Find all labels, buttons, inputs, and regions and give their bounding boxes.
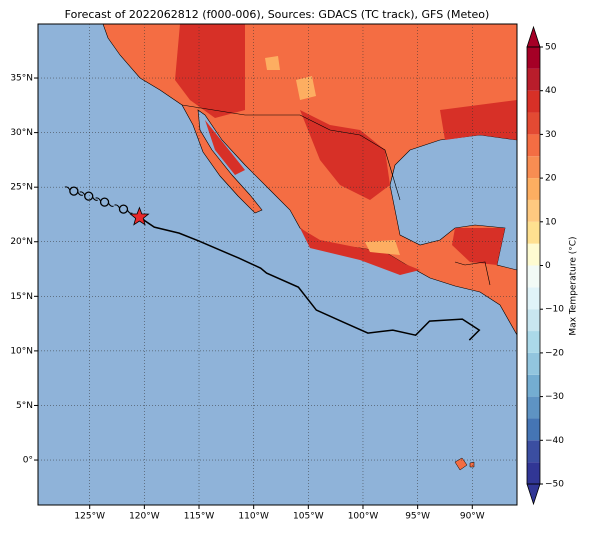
y-tick-label: 25°N: [10, 183, 33, 193]
colorbar-segment: [527, 112, 540, 135]
past-position: [95, 197, 114, 207]
colorbar-segment: [527, 462, 540, 484]
map-frame: [37, 23, 518, 506]
position-circle: [84, 191, 94, 201]
hot-region: [175, 24, 245, 118]
x-tick-label: 95°W: [405, 512, 430, 522]
border: [181, 104, 401, 201]
colorbar-segment: [527, 178, 540, 200]
colorbar-segment: [527, 331, 540, 353]
warm-region: [296, 76, 316, 100]
colorbar-segment: [527, 134, 540, 157]
colorbar-extension: [526, 483, 541, 506]
colorbar-segment: [527, 265, 540, 288]
current-position: [129, 206, 150, 226]
colorbar-segment: [527, 68, 540, 91]
colorbar-tick-label: −50: [545, 480, 564, 490]
colorbar-tick-label: 40: [545, 86, 557, 96]
colorbar-segment: [527, 440, 540, 463]
colorbar-segment: [527, 309, 540, 332]
y-tick-label: 20°N: [10, 237, 33, 247]
warm-region: [265, 56, 280, 70]
past-position: [114, 204, 133, 214]
past-position: [79, 191, 98, 201]
border: [454, 261, 491, 286]
x-tick-label: 120°W: [129, 512, 160, 522]
position-tail: [79, 191, 98, 201]
position-tail: [95, 197, 114, 207]
colorbar-tick-label: −40: [545, 436, 564, 446]
colorbar-tick-label: 10: [545, 217, 557, 227]
colorbar-tick-label: 50: [545, 43, 557, 53]
warm-region: [365, 240, 400, 255]
position-tail: [114, 204, 133, 214]
hot-region: [300, 110, 390, 200]
y-tick-label: 15°N: [10, 292, 33, 302]
map-area: [38, 24, 517, 505]
colorbar-tick-label: −30: [545, 392, 564, 402]
track-line: [139, 216, 481, 341]
y-tick-label: 30°N: [10, 128, 33, 138]
colorbar-extension: [526, 25, 541, 48]
x-tick-label: 90°W: [460, 512, 485, 522]
y-tick-label: 5°N: [16, 401, 33, 411]
colorbar-tick-label: 20: [545, 174, 557, 184]
position-circle: [69, 186, 79, 196]
past-position: [64, 186, 84, 196]
colorbar-tick-label: −10: [545, 305, 564, 315]
island: [454, 457, 468, 471]
colorbar-segment: [527, 199, 540, 222]
position-tail: [64, 186, 84, 196]
colorbar-segment: [527, 374, 540, 397]
colorbar-tick-label: −20: [545, 348, 564, 358]
x-tick-label: 115°W: [184, 512, 215, 522]
title: Forecast of 2022062812 (f000-006), Sourc…: [65, 8, 490, 21]
hot-region: [452, 228, 505, 265]
colorbar-segment: [527, 352, 540, 375]
colorbar-segment: [527, 90, 540, 113]
colorbar-tick-label: 30: [545, 130, 557, 140]
colorbar-tick-label: 0: [545, 261, 551, 271]
y-tick-label: 10°N: [10, 346, 33, 356]
x-tick-label: 125°W: [74, 512, 105, 522]
island: [469, 461, 475, 468]
colorbar-segment: [527, 243, 540, 266]
colorbar-label: Max Temperature (°C): [569, 236, 579, 335]
colorbar-segment: [527, 221, 540, 244]
x-tick-label: 110°W: [238, 512, 269, 522]
hot-region: [440, 100, 517, 140]
colorbar-segment: [527, 156, 540, 179]
position-circle: [99, 197, 110, 207]
y-tick-label: 35°N: [10, 74, 33, 84]
colorbar-segment: [527, 47, 540, 69]
position-circle: [118, 204, 129, 214]
colorbar-segment: [527, 396, 540, 419]
hot-region: [300, 228, 420, 275]
colorbar-segment: [527, 287, 540, 310]
colorbar-segment: [527, 418, 540, 441]
x-tick-label: 100°W: [348, 512, 379, 522]
y-tick-label: 0°: [23, 456, 33, 466]
hot-region: [205, 120, 245, 175]
x-tick-label: 105°W: [293, 512, 324, 522]
